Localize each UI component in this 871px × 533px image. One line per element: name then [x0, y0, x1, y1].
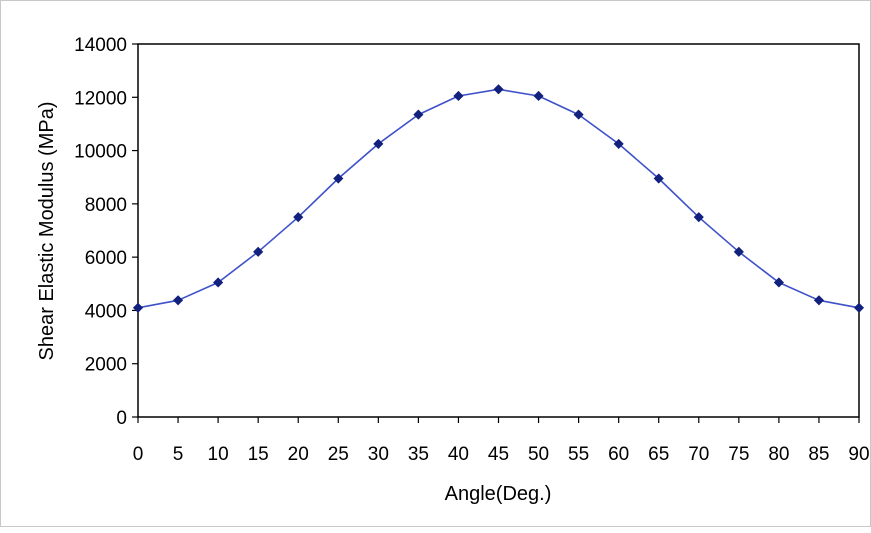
x-tick-label: 30 — [368, 444, 389, 465]
y-tick-label: 2000 — [85, 355, 127, 376]
x-tick-label: 60 — [608, 444, 629, 465]
data-point-marker — [613, 138, 624, 149]
y-axis-title: Shear Elastic Modulus (MPa) — [36, 102, 58, 361]
x-tick-label: 45 — [488, 444, 509, 465]
data-point-marker — [813, 295, 825, 306]
x-tick-label: 40 — [448, 444, 469, 465]
x-tick-label: 25 — [328, 444, 349, 465]
x-tick-label: 85 — [808, 444, 829, 465]
x-tick-label: 20 — [288, 444, 309, 465]
y-tick-label: 14000 — [74, 35, 127, 56]
data-point-marker — [773, 277, 784, 288]
data-point-marker — [733, 246, 744, 257]
y-tick-label: 10000 — [74, 142, 127, 163]
data-point-marker — [573, 109, 584, 120]
x-tick-label: 55 — [568, 444, 589, 465]
data-point-marker — [373, 138, 384, 149]
x-tick-label: 75 — [728, 444, 749, 465]
x-tick-label: 65 — [648, 444, 669, 465]
plot-area: 0 2000 4000 6000 8000 10000 12000 14000 0 5 10 15 20… — [74, 35, 869, 465]
x-axis-title: Angle(Deg.) — [445, 483, 552, 505]
y-tick-label: 4000 — [85, 301, 127, 322]
x-tick-label: 35 — [408, 444, 429, 465]
data-point-marker — [413, 109, 424, 120]
y-tick-label: 6000 — [85, 248, 127, 269]
data-point-marker — [132, 302, 144, 313]
y-tick-label: 0 — [116, 408, 127, 429]
series-line — [137, 88, 860, 309]
x-tick-label: 50 — [528, 444, 549, 465]
data-point-marker — [453, 90, 464, 102]
x-tick-label: 70 — [688, 444, 709, 465]
x-tick-label: 10 — [208, 444, 229, 465]
x-tick-label: 80 — [768, 444, 789, 465]
data-point-marker — [653, 173, 664, 184]
x-tick-label: 5 — [173, 444, 184, 465]
data-point-marker — [693, 212, 704, 223]
x-tick-label: 15 — [248, 444, 269, 465]
data-point-marker — [293, 212, 304, 223]
data-point-marker — [533, 90, 544, 102]
plot-border — [137, 43, 860, 418]
data-point-marker — [172, 295, 184, 306]
y-tick-label: 8000 — [85, 195, 127, 216]
x-tick-label: 90 — [848, 444, 869, 465]
data-point-marker — [853, 302, 865, 313]
x-tick-label: 0 — [133, 444, 144, 465]
data-point-marker — [253, 246, 264, 257]
data-point-marker — [333, 173, 344, 184]
data-point-marker — [213, 277, 224, 288]
data-point-marker — [493, 84, 504, 95]
y-tick-label: 12000 — [74, 88, 127, 109]
